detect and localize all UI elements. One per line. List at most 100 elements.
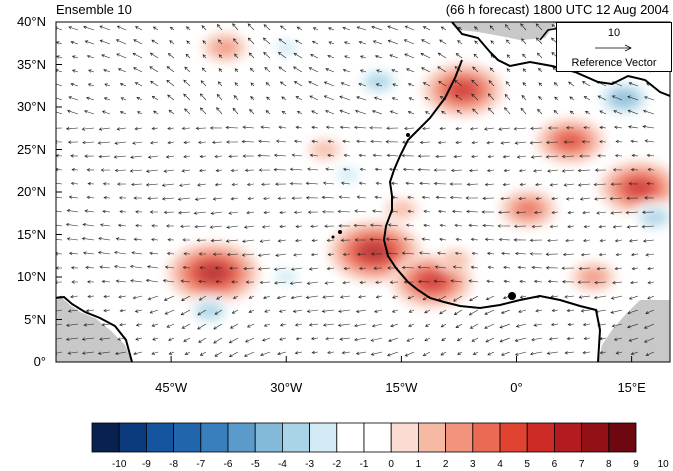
wind-arrow [114,168,127,173]
wind-arrow [548,337,559,341]
wind-arrow [152,26,159,31]
wind-arrow [66,323,79,327]
wind-arrow [131,182,143,187]
wind-arrow [247,196,255,201]
wind-arrow [438,209,447,214]
wind-arrow [471,337,479,342]
wind-arrow [278,38,287,45]
wind-arrow [387,223,399,227]
wind-arrow [135,337,143,341]
wind-arrow [167,126,175,131]
wind-arrow [247,37,255,45]
wind-arrow [612,225,623,229]
wind-arrow [343,153,351,158]
wind-arrow [278,309,287,313]
wind-arrow [243,266,255,271]
wind-arrow [358,266,367,271]
wind-arrow [504,93,511,101]
canary-islands [406,133,410,137]
wind-arrow [546,351,559,355]
wind-arrow [551,308,559,313]
wind-arrow [151,323,159,327]
wind-arrow [68,251,79,256]
wind-arrow [292,66,303,73]
wind-arrow [118,196,127,200]
wind-arrow [199,266,207,270]
wind-arrow [599,140,607,144]
wind-arrow [343,266,351,271]
wind-arrow [598,252,607,257]
wind-arrow [321,195,335,200]
wind-arrow [229,266,239,270]
wind-arrow [628,82,639,87]
wind-arrow [484,323,495,329]
wind-arrow [404,351,415,357]
wind-arrow [506,39,511,45]
wind-arrow [435,154,447,159]
wind-arrow [466,209,479,214]
wind-arrow [577,183,591,187]
wind-arrow [103,294,111,299]
wind-arrow [166,79,175,87]
wind-arrow [65,222,79,227]
wind-arrow [199,107,207,115]
wind-arrow [422,82,431,87]
wind-arrow [612,168,623,172]
wind-arrow [359,280,367,285]
wind-arrow [193,211,207,215]
wind-arrow [322,323,335,327]
wind-arrow [98,127,111,131]
wind-arrow [279,210,287,215]
anomaly-blob [534,117,607,165]
wind-arrow [645,309,655,315]
wind-arrow [66,109,79,115]
wind-arrow [537,108,543,115]
wind-arrow [275,253,287,257]
wind-arrow [71,55,79,59]
colorbar-box [417,422,446,453]
wind-arrow [179,183,191,187]
wind-arrow [484,309,495,315]
colorbar-box [526,422,555,453]
wind-arrow [289,182,303,186]
wind-arrow [422,126,431,131]
wind-arrow [344,55,351,59]
wind-arrow [434,265,447,269]
wind-arrow [613,109,623,115]
colorbar-box [200,422,229,453]
anomaly-blob [165,240,262,305]
wind-arrow [308,323,319,327]
wind-arrow [593,295,607,300]
wind-arrow [439,223,447,228]
wind-arrow [387,25,399,31]
wind-arrow [473,53,479,59]
wind-arrow [250,96,255,101]
lon-label: 45°W [155,380,188,395]
wind-arrow [503,168,511,173]
wind-arrow [56,154,63,158]
wind-arrow [151,39,159,45]
wind-arrow [468,279,479,283]
colorbar-box [336,422,365,453]
anomaly-shading [165,31,670,327]
wind-arrow [628,182,639,186]
wind-arrow [566,308,575,313]
wind-arrow [226,140,239,144]
wind-arrow [370,223,383,227]
wind-arrow [514,141,527,145]
wind-arrow [440,351,447,356]
colorbar-label: 8 [606,459,612,470]
wind-arrow [249,67,255,73]
wind-arrow [506,54,511,59]
wind-arrow [355,351,367,355]
wind-arrow [246,323,255,328]
wind-arrow [375,280,383,285]
wind-arrow [626,196,639,200]
anomaly-blob [597,159,670,216]
anomaly-blob [437,248,474,272]
wind-arrow [340,82,351,87]
wind-arrow [275,182,287,186]
wind-arrow [209,225,223,229]
reference-vector-value: 10 [607,27,621,39]
